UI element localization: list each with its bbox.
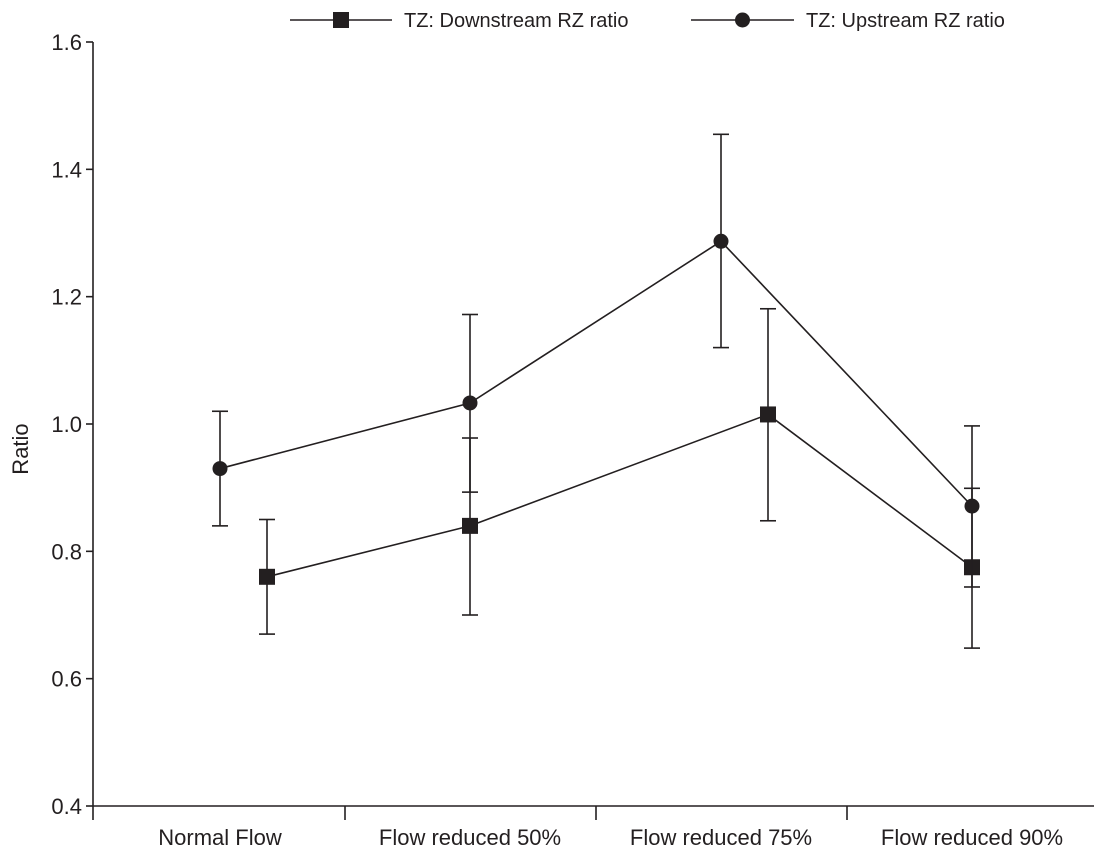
legend-item: TZ: Upstream RZ ratio — [691, 10, 1005, 32]
x-tick-label: Normal Flow — [158, 825, 282, 850]
legend-item: TZ: Downstream RZ ratio — [290, 10, 628, 32]
data-point-circle — [713, 233, 729, 249]
plot-area — [212, 133, 980, 649]
y-tick-label: 1.4 — [51, 157, 82, 182]
x-tick-label: Flow reduced 75% — [630, 825, 812, 850]
y-axis-title: Ratio — [8, 423, 33, 474]
legend: TZ: Downstream RZ ratio TZ: Upstream RZ r… — [290, 10, 1005, 32]
y-axis: 0.4 0.6 0.8 1.0 1.2 1.4 1.6 Ratio — [8, 30, 94, 820]
data-point-circle — [212, 461, 228, 477]
y-tick-label: 0.6 — [51, 667, 82, 692]
data-point-square — [462, 517, 478, 534]
y-tick-label: 1.6 — [51, 30, 82, 55]
data-point-square — [259, 568, 275, 585]
x-axis: Normal Flow Flow reduced 50% Flow reduced … — [93, 805, 1094, 850]
series-upstream — [212, 133, 980, 588]
data-point-square — [760, 406, 776, 423]
series-line — [266, 413, 973, 578]
y-tick-label: 1.0 — [51, 412, 82, 437]
x-tick-label: Flow reduced 90% — [881, 825, 1063, 850]
y-tick-label: 0.8 — [51, 539, 82, 564]
series-downstream — [259, 307, 980, 649]
legend-label: TZ: Downstream RZ ratio — [404, 10, 628, 32]
series-line — [219, 240, 973, 507]
y-tick-label: 1.2 — [51, 285, 82, 310]
legend-marker-circle — [735, 12, 750, 28]
x-tick-label: Flow reduced 50% — [379, 825, 561, 850]
legend-marker-square — [333, 12, 349, 28]
legend-label: TZ: Upstream RZ ratio — [806, 10, 1005, 32]
data-point-circle — [964, 498, 980, 514]
y-tick-label: 0.4 — [51, 794, 82, 819]
data-point-circle — [462, 395, 478, 411]
